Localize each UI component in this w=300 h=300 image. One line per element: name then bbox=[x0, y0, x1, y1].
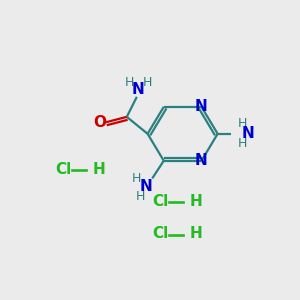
Text: H: H bbox=[124, 76, 134, 89]
Text: Cl: Cl bbox=[55, 162, 71, 177]
Text: H: H bbox=[189, 226, 202, 242]
Text: Cl: Cl bbox=[152, 226, 169, 242]
Text: H: H bbox=[143, 76, 152, 89]
Text: Cl: Cl bbox=[152, 194, 169, 209]
Text: H: H bbox=[238, 117, 247, 130]
Text: H: H bbox=[132, 172, 142, 185]
Text: H: H bbox=[238, 137, 247, 150]
Text: H: H bbox=[189, 194, 202, 209]
Text: N: N bbox=[195, 99, 208, 114]
Text: N: N bbox=[132, 82, 145, 97]
Text: N: N bbox=[140, 178, 152, 194]
Text: N: N bbox=[242, 126, 255, 141]
Text: O: O bbox=[93, 115, 106, 130]
Text: H: H bbox=[136, 190, 145, 203]
Text: H: H bbox=[92, 162, 105, 177]
Text: N: N bbox=[195, 153, 208, 168]
